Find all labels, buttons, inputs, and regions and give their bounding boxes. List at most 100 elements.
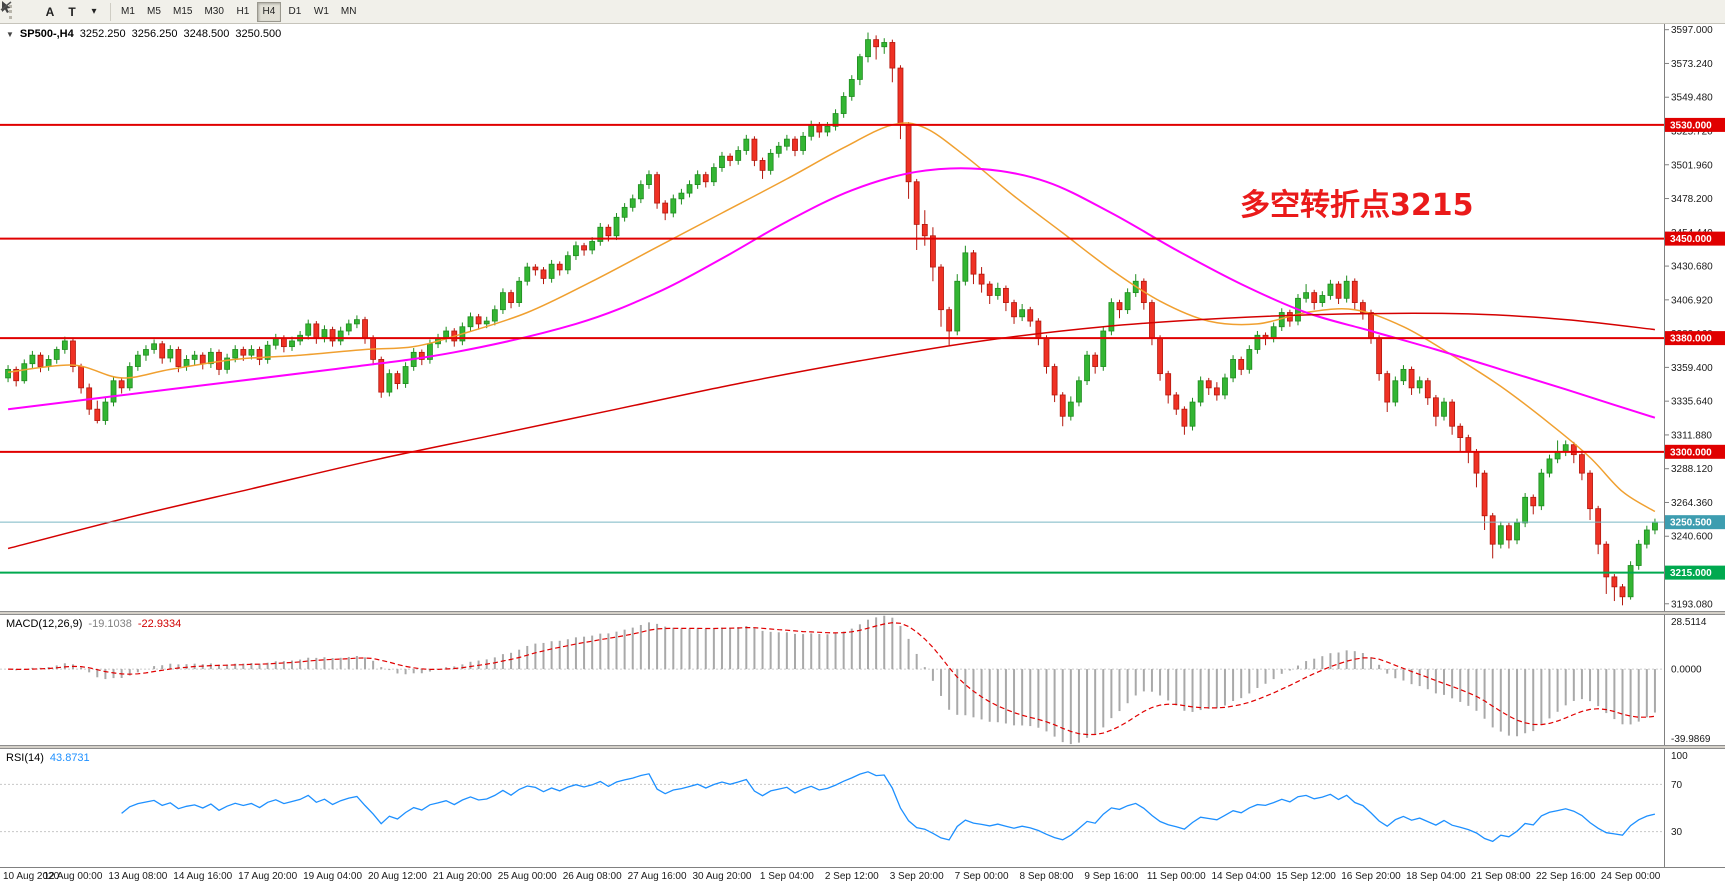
timeframe-m5-button[interactable]: M5 (142, 2, 166, 22)
chevron-down-icon: ▾ (91, 6, 97, 17)
chart-title: ▼ SP500-,H4 3252.250 3256.250 3248.500 3… (6, 28, 281, 40)
date-label: 21 Aug 20:00 (432, 871, 492, 882)
date-label: 10 Aug 2020 (3, 871, 60, 882)
rsi-chart-canvas[interactable]: 100 70 30 (0, 749, 1725, 867)
date-label: 8 Sep 08:00 (1019, 871, 1074, 882)
svg-text:3311.880: 3311.880 (1671, 430, 1712, 441)
hline-3215.000[interactable]: 3215.000 (0, 565, 1725, 580)
date-label: 9 Sep 16:00 (1084, 871, 1139, 882)
macd-signal-line (8, 622, 1655, 736)
svg-text:3478.200: 3478.200 (1671, 194, 1713, 205)
svg-text:3530.000: 3530.000 (1670, 120, 1712, 131)
date-label: 14 Aug 16:00 (173, 871, 233, 882)
svg-text:3300.000: 3300.000 (1670, 447, 1712, 458)
open-value: 3252.250 (79, 28, 126, 40)
timeframe-m30-button[interactable]: M30 (199, 2, 228, 22)
date-label: 13 Aug 08:00 (108, 871, 168, 882)
date-label: 17 Aug 20:00 (238, 871, 298, 882)
svg-text:3264.360: 3264.360 (1671, 498, 1713, 509)
timeframe-mn-button[interactable]: MN (336, 2, 362, 22)
timeframe-d1-button[interactable]: D1 (283, 2, 307, 22)
rsi-name: RSI(14) (6, 752, 44, 764)
date-label: 30 Aug 20:00 (692, 871, 752, 882)
macd-panel[interactable]: 28.5114 0.0000 -39.9869 MACD(12,26,9) -19.… (0, 615, 1725, 745)
timeframe-h1-button[interactable]: H1 (231, 2, 255, 22)
svg-text:3335.640: 3335.640 (1671, 397, 1713, 408)
date-label: 12 Aug 00:00 (43, 871, 103, 882)
date-label: 26 Aug 08:00 (562, 871, 622, 882)
cursor-icon (2, 1, 11, 13)
macd-histogram (15, 615, 1656, 745)
price-chart-canvas[interactable]: 3597.000 3573.240 3549.480 3525.720 3501.960… (0, 24, 1725, 611)
date-label: 27 Aug 16:00 (627, 871, 687, 882)
cursor-tool-button[interactable] (2, 1, 39, 22)
macd-signal-value: -22.9334 (137, 618, 182, 630)
toolbar-separator (110, 2, 111, 21)
svg-text:100: 100 (1671, 751, 1688, 762)
timeframe-m15-button[interactable]: M15 (168, 2, 197, 22)
macd-label: MACD(12,26,9) -19.1038 -22.9334 (6, 618, 181, 630)
svg-text:28.5114: 28.5114 (1671, 617, 1707, 628)
svg-text:3501.960: 3501.960 (1671, 160, 1713, 171)
rsi-line (121, 771, 1656, 843)
chart-dropdown-icon[interactable]: ▼ (6, 29, 14, 39)
svg-text:3573.240: 3573.240 (1671, 59, 1713, 70)
svg-text:3430.680: 3430.680 (1671, 262, 1713, 273)
svg-text:3193.080: 3193.080 (1671, 599, 1713, 610)
svg-text:0.0000: 0.0000 (1671, 665, 1702, 676)
fast-ma-line (8, 122, 1656, 513)
date-axis[interactable]: 10 Aug 2020 12 Aug 00:00 13 Aug 08:00 14 Au… (0, 867, 1725, 885)
date-label: 21 Sep 08:00 (1471, 871, 1531, 882)
timeframe-h4-button[interactable]: H4 (256, 1, 281, 22)
timeframe-w1-button[interactable]: W1 (309, 2, 334, 22)
text-tool-button[interactable]: T (61, 2, 83, 22)
svg-text:3250.500: 3250.500 (1670, 518, 1712, 529)
hline-3530.000[interactable]: 3530.000 (0, 117, 1725, 132)
timeframe-m1-button[interactable]: M1 (116, 2, 140, 22)
rsi-label: RSI(14) 43.8731 (6, 752, 90, 764)
close-value: 3250.500 (235, 28, 282, 40)
svg-text:3215.000: 3215.000 (1670, 568, 1712, 579)
svg-text:70: 70 (1671, 780, 1683, 791)
svg-text:30: 30 (1671, 827, 1683, 838)
hline-3300.000[interactable]: 3300.000 (0, 444, 1725, 459)
text-annotation-tool-button[interactable]: A (39, 2, 61, 22)
panel-splitter[interactable] (0, 745, 1725, 749)
svg-text:3240.600: 3240.600 (1671, 532, 1713, 543)
timeframe-button-group: M1 M5 M15 M30 H1 H4 D1 W1 MN (116, 1, 362, 22)
date-label: 11 Sep 00:00 (1146, 871, 1206, 882)
date-label: 2 Sep 12:00 (824, 871, 879, 882)
date-label: 18 Sep 04:00 (1406, 871, 1466, 882)
hline-3380.000[interactable]: 3380.000 (0, 331, 1725, 346)
trendline-icon (0, 1, 12, 11)
svg-text:3597.000: 3597.000 (1671, 25, 1713, 36)
hline-3450.000[interactable]: 3450.000 (0, 231, 1725, 246)
mid-ma-line (7, 167, 1656, 419)
slow-ma-line (7, 312, 1655, 550)
macd-main-value: -19.1038 (88, 618, 132, 630)
date-label: 1 Sep 04:00 (759, 871, 814, 882)
price-panel[interactable]: 3597.000 3573.240 3549.480 3525.720 3501.960… (0, 24, 1725, 611)
svg-text:3359.400: 3359.400 (1671, 363, 1713, 374)
chart-annotation-text: 多空转折点3215 (1240, 188, 1474, 223)
date-label: 20 Aug 12:00 (367, 871, 427, 882)
rsi-panel[interactable]: 100 70 30 RSI(14) 43.8731 (0, 749, 1725, 867)
toolbar-grip[interactable] (9, 4, 12, 19)
date-label: 22 Sep 16:00 (1535, 871, 1596, 882)
macd-axis: 28.5114 0.0000 -39.9869 (1671, 617, 1711, 745)
svg-text:3525.720: 3525.720 (1671, 126, 1713, 137)
objects-dropdown-button[interactable]: ▾ (0, 1, 105, 22)
svg-text:3288.120: 3288.120 (1671, 464, 1713, 475)
svg-text:3450.000: 3450.000 (1670, 234, 1712, 245)
low-value: 3248.500 (183, 28, 230, 40)
candlestick-series (5, 32, 1658, 606)
date-label: 19 Aug 04:00 (303, 871, 363, 882)
svg-text:3549.480: 3549.480 (1671, 93, 1713, 104)
date-label: 15 Sep 12:00 (1276, 871, 1336, 882)
date-label: 25 Aug 00:00 (497, 871, 557, 882)
macd-chart-canvas[interactable]: 28.5114 0.0000 -39.9869 (0, 615, 1725, 745)
macd-name: MACD(12,26,9) (6, 618, 83, 630)
date-label: 24 Sep 00:00 (1600, 871, 1661, 882)
panel-splitter[interactable] (0, 611, 1725, 615)
